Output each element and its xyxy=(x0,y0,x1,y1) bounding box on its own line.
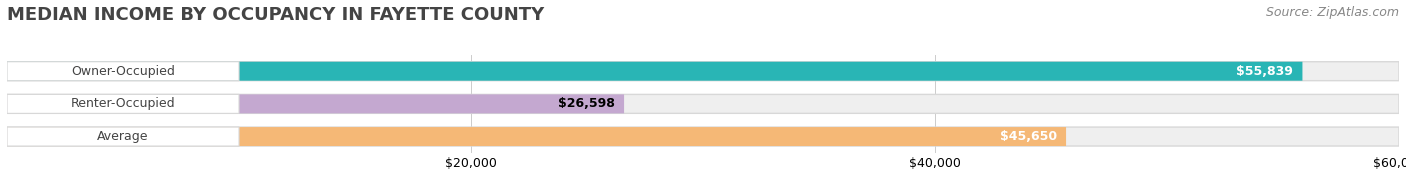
Text: Average: Average xyxy=(97,130,149,143)
FancyBboxPatch shape xyxy=(7,62,239,81)
FancyBboxPatch shape xyxy=(7,94,624,113)
Text: Source: ZipAtlas.com: Source: ZipAtlas.com xyxy=(1265,6,1399,19)
Text: MEDIAN INCOME BY OCCUPANCY IN FAYETTE COUNTY: MEDIAN INCOME BY OCCUPANCY IN FAYETTE CO… xyxy=(7,6,544,24)
Text: Owner-Occupied: Owner-Occupied xyxy=(72,65,174,78)
Text: $55,839: $55,839 xyxy=(1236,65,1294,78)
FancyBboxPatch shape xyxy=(7,62,1399,81)
Text: Renter-Occupied: Renter-Occupied xyxy=(70,97,176,110)
FancyBboxPatch shape xyxy=(7,94,239,113)
FancyBboxPatch shape xyxy=(7,62,1302,81)
FancyBboxPatch shape xyxy=(7,94,1399,113)
Text: $26,598: $26,598 xyxy=(558,97,614,110)
FancyBboxPatch shape xyxy=(7,127,1066,146)
FancyBboxPatch shape xyxy=(7,127,239,146)
FancyBboxPatch shape xyxy=(7,127,1399,146)
Text: $45,650: $45,650 xyxy=(1000,130,1057,143)
